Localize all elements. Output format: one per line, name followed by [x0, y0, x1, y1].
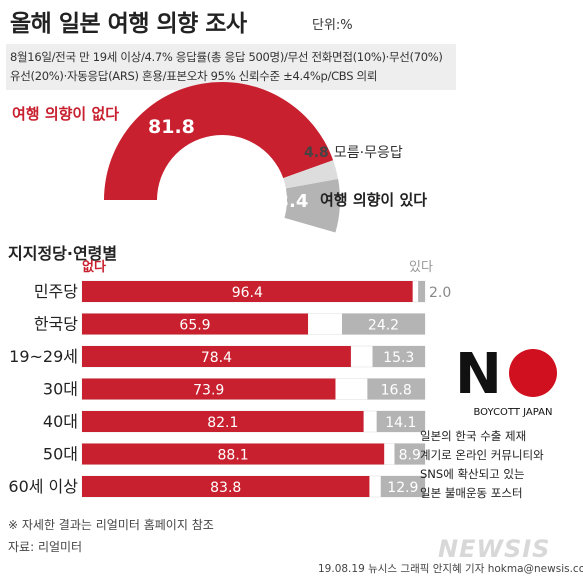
- category-label: 19~29세: [9, 347, 78, 366]
- bar-value-no: 73.9: [193, 383, 224, 399]
- boycott-poster: N BOYCOTT JAPAN: [451, 337, 576, 421]
- bar-value-yes: 2.0: [429, 285, 451, 301]
- survey-info-box: [6, 44, 456, 90]
- bar-yes: [376, 411, 425, 432]
- bar-no: [82, 411, 364, 432]
- category-label: 30대: [43, 380, 78, 399]
- bar-yes: [372, 346, 425, 367]
- donut-value-yes: 13.4: [264, 191, 309, 212]
- footnote: ※ 자세한 결과는 리얼미터 홈페이지 참조: [8, 518, 214, 532]
- legend-no: 없다: [82, 260, 106, 275]
- bar-value-no: 88.1: [218, 448, 249, 464]
- bar-value-no: 82.1: [207, 415, 238, 431]
- source-label: 자료: 리얼미터: [8, 540, 83, 554]
- survey-info-line-1: 8월16일/전국 만 19세 이상/4.7% 응답률(총 응답 500명)/무선…: [10, 50, 443, 64]
- bar-no: [82, 281, 413, 302]
- bar-no: [82, 313, 309, 335]
- poster-note: 일본의 한국 수출 제재 계기로 온라인 커뮤니티와 SNS에 확산되고 있는 …: [420, 427, 580, 503]
- category-label: 한국당: [34, 315, 78, 334]
- bar-value-no: 78.4: [201, 350, 232, 366]
- category-label: 민주당: [34, 282, 78, 301]
- category-label: 50대: [43, 445, 78, 464]
- bar-yes: [418, 281, 425, 302]
- poster-note-line-4: 일본 불매운동 포스터: [420, 486, 523, 500]
- bar-chart-title: 지지정당·연령별: [8, 244, 118, 263]
- donut-value-unsure: 4.8: [304, 145, 329, 161]
- bar-value-yes: 16.8: [381, 383, 412, 399]
- bar-value-yes: 15.3: [383, 350, 414, 366]
- bar-yes: [341, 313, 425, 335]
- bar-no: [82, 443, 385, 465]
- donut-slice-no: [104, 82, 334, 200]
- title-bar: [0, 0, 583, 40]
- bar-no: [82, 346, 351, 367]
- bar-value-yes: 12.9: [387, 480, 418, 496]
- donut-value-no: 81.8: [148, 116, 195, 138]
- donut-unsure-group: 4.8 모름·무응답: [304, 142, 403, 162]
- poster-note-line-3: SNS에 확산되고 있는: [420, 467, 525, 481]
- poster-note-line-2: 계기로 온라인 커뮤니티와: [420, 448, 544, 462]
- bar-value-yes: 24.2: [368, 318, 399, 334]
- category-label: 40대: [43, 412, 78, 431]
- bar-value-no: 96.4: [232, 285, 263, 301]
- bar-no: [82, 378, 336, 400]
- donut-label-no: 여행 의향이 없다: [12, 105, 120, 123]
- bar-value-no: 83.8: [210, 480, 241, 496]
- bar-yes: [380, 476, 425, 497]
- donut-slice-unsure: [283, 160, 339, 189]
- poster-note-line-1: 일본의 한국 수출 제재: [420, 429, 527, 443]
- donut-slice-yes: [284, 178, 340, 233]
- half-donut-chart: [104, 82, 340, 233]
- bar-yes: [367, 378, 425, 400]
- credit-line: 19.08.19 뉴시스 그래픽 안지혜 기자 hokma@newsis.com: [318, 563, 583, 575]
- poster-caption: BOYCOTT JAPAN: [474, 407, 553, 418]
- poster-graphic: N BOYCOTT JAPAN: [455, 342, 557, 418]
- poster-red-circle: [509, 349, 557, 397]
- bar-no: [82, 476, 370, 497]
- poster-letter-n: N: [455, 342, 502, 407]
- newsis-logo: NEWSIS: [438, 535, 551, 563]
- bar-yes: [394, 443, 425, 465]
- page-title: 올해 일본 여행 의향 조사: [10, 11, 247, 37]
- donut-label-unsure: 모름·무응답: [333, 145, 403, 161]
- survey-info-line-2: 유선(20%)·자동응답(ARS) 혼용/표본오차 95% 신뢰수준 ±4.4%…: [10, 69, 378, 83]
- bar-value-yes: 8.9: [399, 448, 421, 464]
- bar-value-yes: 14.1: [385, 415, 416, 431]
- unit-label: 단위:%: [312, 18, 353, 33]
- bar-value-no: 65.9: [179, 318, 210, 334]
- donut-label-yes: 여행 의향이 있다: [320, 191, 428, 209]
- category-label: 60세 이상: [8, 477, 78, 496]
- legend-yes: 있다: [409, 260, 433, 275]
